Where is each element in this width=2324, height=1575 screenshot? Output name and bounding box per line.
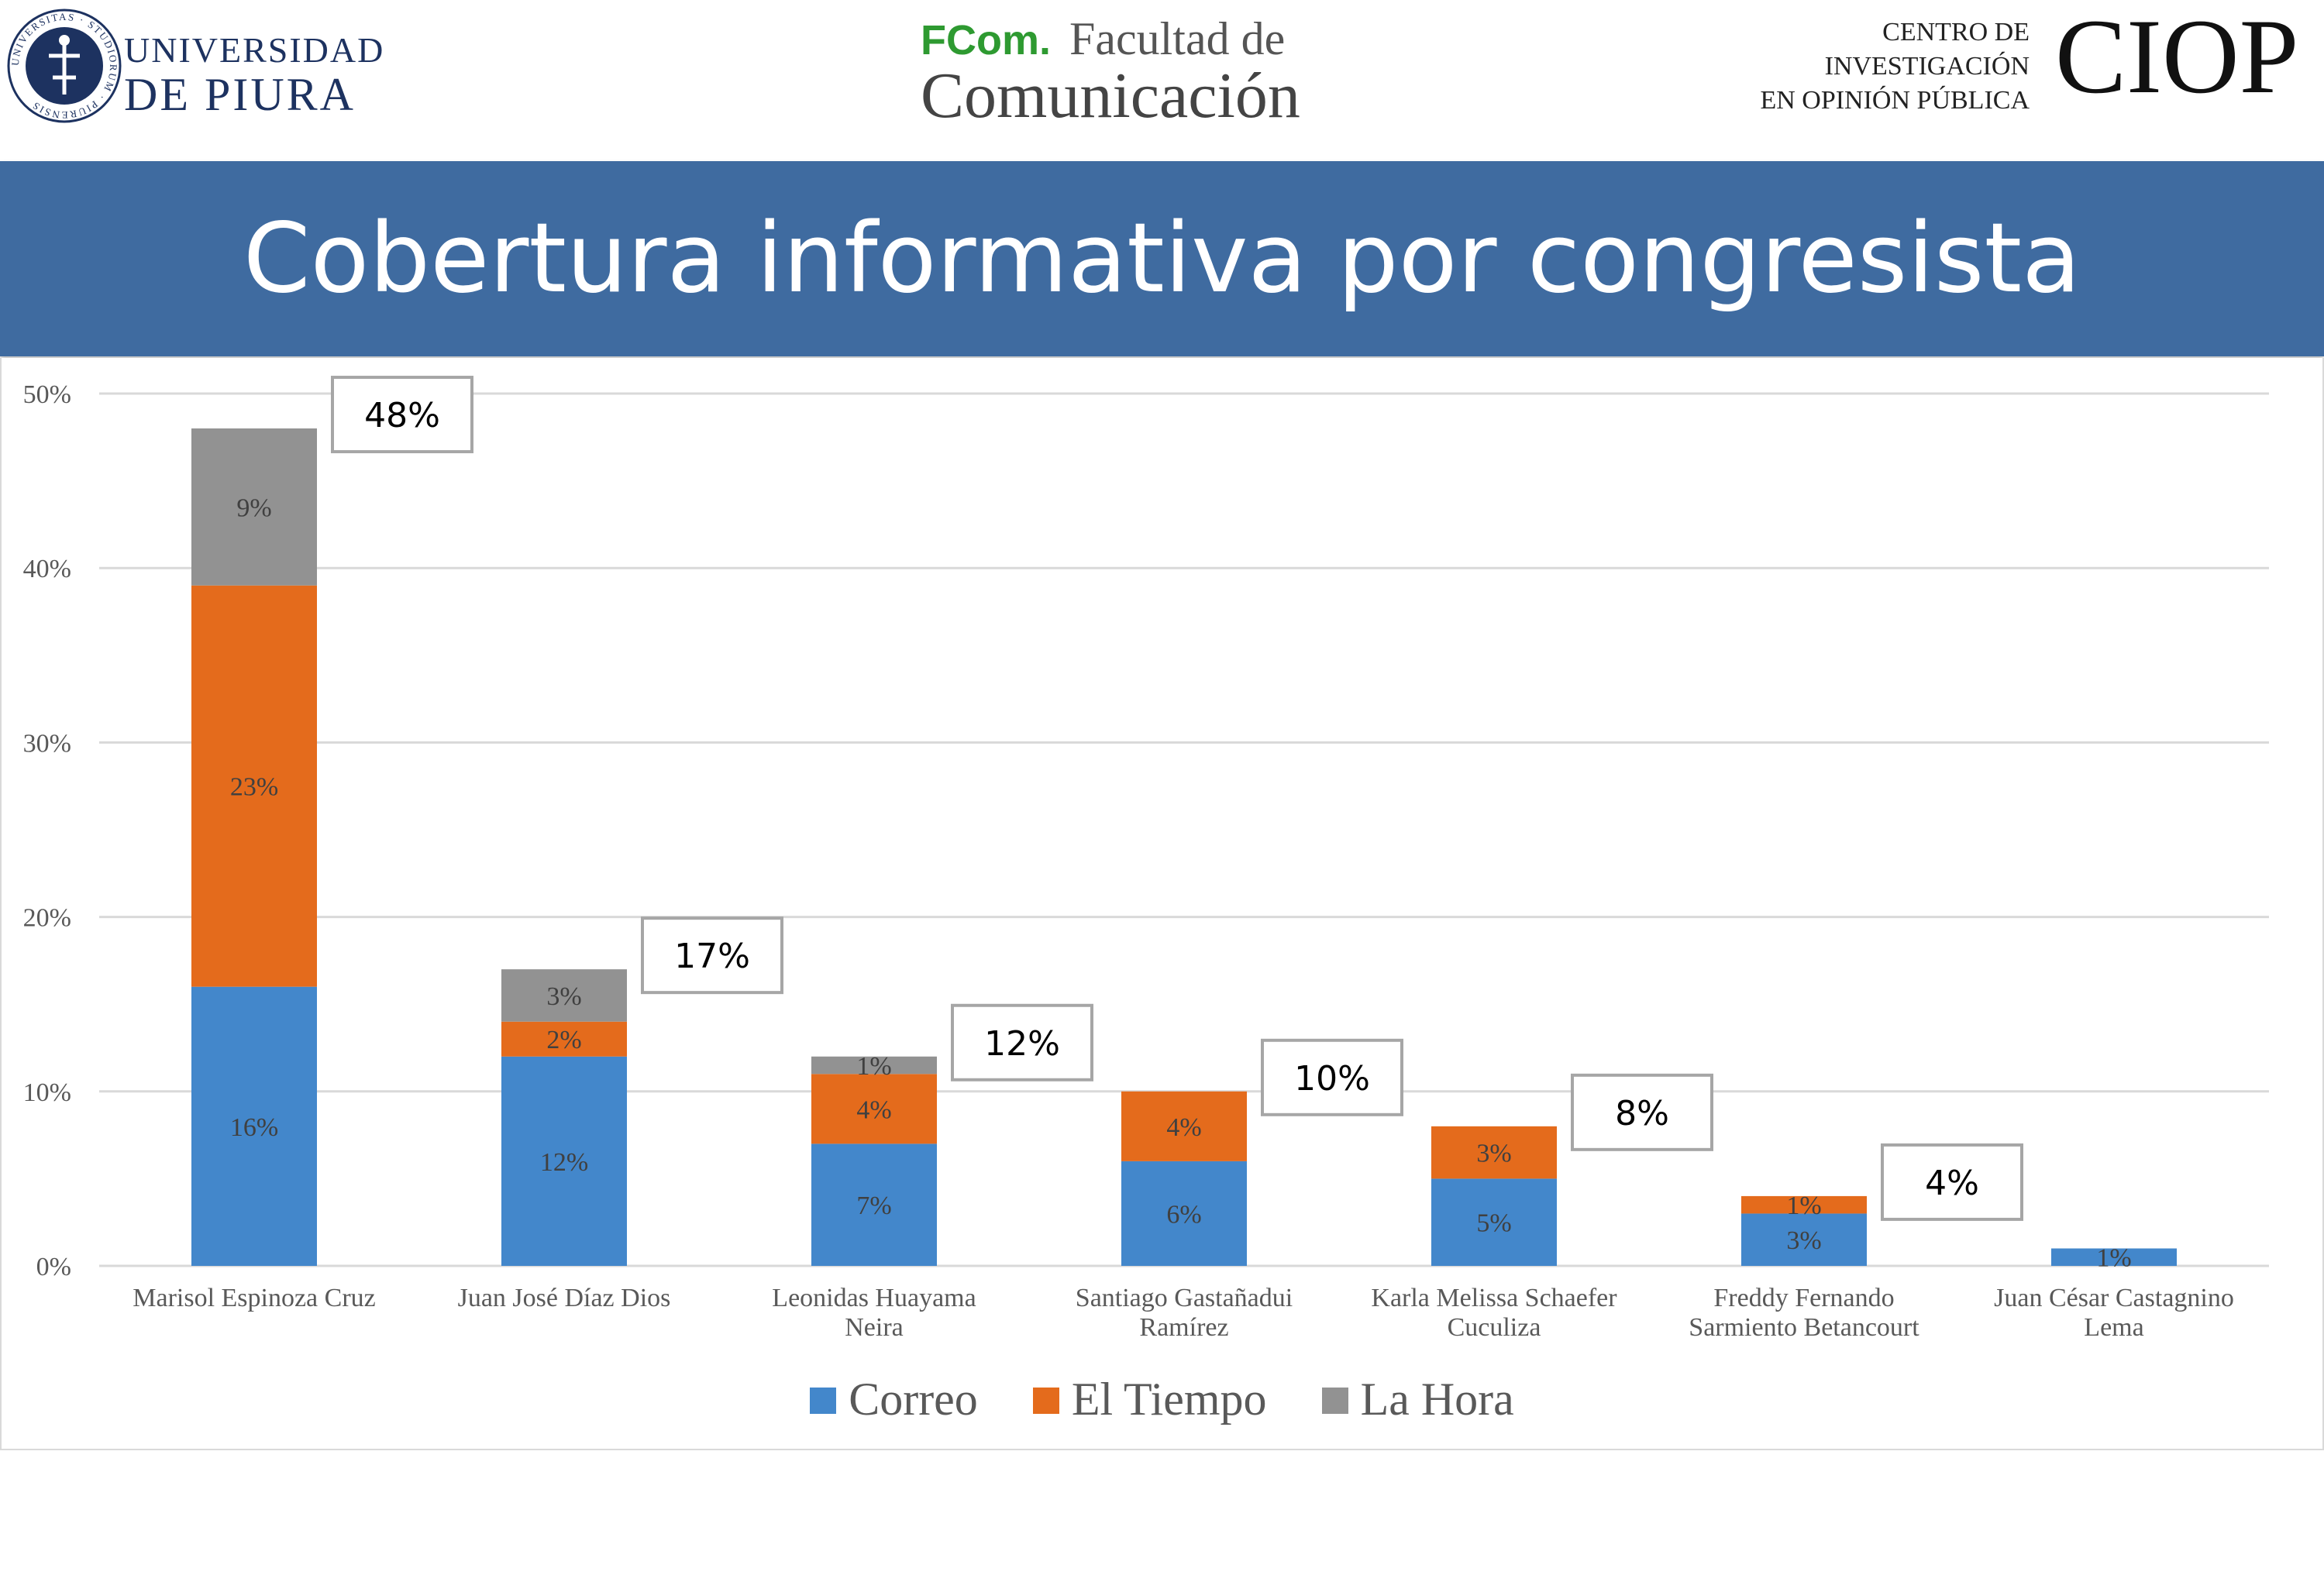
x-tick-label: Santiago Gastañadui (1076, 1284, 1293, 1312)
data-label: 7% (856, 1192, 891, 1220)
y-tick-label: 20% (23, 904, 71, 933)
data-label: 3% (546, 982, 581, 1011)
x-tick-label: Lema (2084, 1313, 2143, 1342)
bar-segment-el-tiempo (191, 585, 317, 987)
data-label: 23% (230, 773, 278, 802)
bar-segment-la-hora (191, 428, 317, 586)
bar-segment-la-hora (501, 969, 627, 1022)
x-tick-label: Karla Melissa Schaefer (1371, 1284, 1617, 1312)
page-title: Cobertura informativa por congresista (243, 203, 2081, 315)
bar-segment-correo (811, 1143, 937, 1266)
data-label: 1% (1786, 1192, 1821, 1220)
total-label: 10% (1294, 1059, 1370, 1099)
bar-segment-el-tiempo (1431, 1126, 1557, 1179)
udep-logo-text: UNIVERSIDAD DE PIURA (124, 30, 385, 120)
bar-segment-correo (1121, 1161, 1247, 1266)
legend-swatch-la-hora (1321, 1388, 1348, 1415)
fcom-faculty: Facultad de (1069, 13, 1286, 64)
data-label: 4% (856, 1095, 891, 1124)
total-label: 4% (1925, 1164, 1979, 1203)
header: UNIVERSITAS · STUDIORUM · PIURENSIS UNIV… (0, 0, 2324, 155)
legend-label-la-hora: La Hora (1360, 1374, 1514, 1425)
total-label: 48% (364, 396, 440, 435)
total-label: 12% (984, 1024, 1060, 1064)
data-label: 9% (236, 493, 271, 522)
udep-seal-icon: UNIVERSITAS · STUDIORUM · PIURENSIS (7, 9, 122, 123)
y-axis: 0% 10% 20% 30% 40% 50% (23, 380, 71, 1281)
bars: 16% 23% 9% 48% 12% 2% 3% 17% 7% 4% 1% 12% 6% 4% 10% 5% 3… (191, 376, 2177, 1273)
bar-segment-el-tiempo (811, 1074, 937, 1144)
total-box (951, 1003, 1093, 1082)
legend-item-la-hora: La Hora (1321, 1373, 1514, 1426)
ciop-full-name: CENTRO DE INVESTIGACIÓN EN OPINIÓN PÚBLI… (1760, 15, 2030, 118)
bar-segment-correo (1741, 1213, 1867, 1266)
data-label: 1% (2096, 1244, 2131, 1273)
x-tick-label: Marisol Espinoza Cruz (133, 1284, 376, 1312)
total-label: 17% (674, 937, 750, 976)
bar-segment-correo (191, 986, 317, 1266)
y-tick-label: 0% (36, 1253, 71, 1281)
ciop-line3: EN OPINIÓN PÚBLICA (1760, 86, 2030, 115)
legend-item-el-tiempo: El Tiempo (1032, 1373, 1267, 1426)
legend: Correo El Tiempo La Hora (0, 1373, 2324, 1426)
total-box (1881, 1143, 2023, 1221)
ciop-acronym: CIOP (2055, 0, 2299, 115)
data-label: 4% (1166, 1113, 1201, 1142)
x-tick-label: Cuculiza (1448, 1313, 1541, 1342)
x-tick-label: Juan César Castagnino (1994, 1284, 2234, 1312)
bar-segment-el-tiempo (1121, 1091, 1247, 1161)
title-band: Cobertura informativa por congresista (0, 161, 2324, 356)
legend-swatch-correo (810, 1388, 837, 1415)
data-label: 5% (1476, 1209, 1511, 1238)
bar-segment-el-tiempo (501, 1021, 627, 1057)
legend-item-correo: Correo (810, 1373, 978, 1426)
legend-label-el-tiempo: El Tiempo (1071, 1374, 1267, 1425)
x-axis: Marisol Espinoza Cruz Juan José Díaz Dios… (133, 1284, 2234, 1342)
total-box (641, 916, 783, 995)
data-label: 3% (1786, 1226, 1821, 1255)
x-tick-label: Sarmiento Betancourt (1689, 1313, 1919, 1342)
x-tick-label: Juan José Díaz Dios (458, 1284, 671, 1312)
y-tick-label: 10% (23, 1078, 71, 1107)
x-tick-label: Ramírez (1139, 1313, 1228, 1342)
data-label: 2% (546, 1026, 581, 1054)
fcom-brand: FCom. (921, 17, 1051, 64)
data-label: 12% (540, 1148, 588, 1177)
chart-frame (0, 358, 2324, 1450)
legend-swatch-el-tiempo (1032, 1388, 1059, 1415)
total-box (1571, 1073, 1713, 1151)
total-box (1261, 1038, 1403, 1116)
total-label: 8% (1615, 1094, 1669, 1133)
bar-segment-la-hora (811, 1056, 937, 1075)
bar-segment-correo (2051, 1248, 2177, 1266)
data-label: 3% (1476, 1140, 1511, 1168)
udep-line1: UNIVERSIDAD (124, 30, 385, 70)
bar-segment-el-tiempo (1741, 1195, 1867, 1214)
data-label: 1% (856, 1052, 891, 1081)
x-tick-label: Leonidas Huayama (772, 1284, 976, 1312)
x-tick-label: Freddy Fernando (1713, 1284, 1894, 1312)
data-label: 16% (230, 1113, 278, 1142)
ciop-line1: CENTRO DE (1882, 18, 2030, 46)
data-label: 6% (1166, 1200, 1201, 1229)
legend-label-correo: Correo (849, 1374, 978, 1425)
x-tick-label: Neira (845, 1313, 904, 1342)
fcom-logo: FCom. Facultad de Comunicación (921, 15, 1300, 129)
y-tick-label: 40% (23, 555, 71, 583)
bar-segment-correo (501, 1056, 627, 1266)
total-box (331, 376, 473, 454)
udep-line2: DE PIURA (124, 69, 356, 120)
fcom-name: Comunicación (921, 60, 1300, 132)
bar-segment-correo (1431, 1178, 1557, 1266)
y-tick-label: 50% (23, 380, 71, 409)
y-tick-label: 30% (23, 729, 71, 758)
ciop-line2: INVESTIGACIÓN (1824, 52, 2030, 81)
